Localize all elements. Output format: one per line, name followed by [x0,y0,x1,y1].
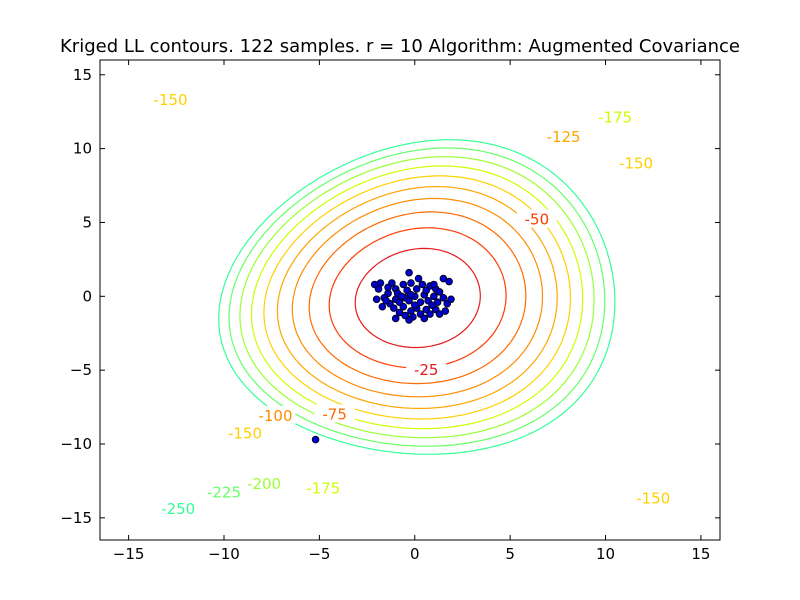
x-axis-ticks: −15 −10 −5 0 5 10 15 [113,60,710,563]
y-tick-label: 0 [82,287,92,305]
y-tick-label: 5 [82,213,92,231]
contour-label-bg [244,473,285,492]
sample-point [378,302,387,311]
sample-point [370,280,379,289]
contour-lines [218,139,616,455]
sample-point [422,286,431,295]
sample-point [401,311,410,320]
x-tick-label: 5 [505,545,515,563]
sample-point [430,280,438,289]
x-tick-label: 15 [691,545,710,563]
sample-point [399,280,408,289]
sample-point [407,291,415,299]
contour-label-bg [633,488,674,507]
y-axis-ticks: −15 −10 −5 0 5 10 15 [60,66,720,527]
contour-label: -50 [525,211,550,229]
contour-label-bg [516,209,557,228]
contour-label: -150 [154,91,188,109]
contour-label-bg [150,89,191,108]
contour-label-bg [616,153,657,172]
contour-line [263,175,572,420]
sample-points [311,268,455,444]
sample-point [435,310,444,318]
sample-point [410,301,419,309]
contour-label-bg [543,126,584,145]
contour-label: -225 [207,484,241,502]
contour-line [250,165,584,430]
contour-label-bg [204,482,244,501]
sample-point [397,292,406,301]
contour-line [328,227,507,369]
sample-point [435,288,444,296]
x-tick-label: −5 [308,545,330,563]
contour-label-bg [314,404,355,423]
sample-point [405,268,413,277]
contour-label-bg [406,360,447,379]
sample-point [382,296,390,305]
contour-label: -25 [414,361,439,379]
contour-line [239,156,595,439]
x-tick-label: −15 [113,545,145,563]
contour-label: -250 [161,500,195,518]
sample-point [391,314,400,323]
sample-point [412,285,421,293]
contour-label-bg [255,405,296,424]
y-tick-label: −5 [70,361,92,379]
contour-label: -125 [547,128,581,146]
x-tick-label: −10 [208,545,240,563]
contour-label-bg [303,478,344,497]
sample-point [407,279,415,287]
contour-label-bg [595,107,636,126]
contour-label: -150 [228,425,262,443]
contour-labels: -25 -50 -75 -100 -125 -150 -150 -150 -150 -175 -17… [150,89,674,518]
sample-point [389,304,398,312]
x-tick-label: 10 [596,545,615,563]
sample-point [399,302,408,311]
y-tick-label: −10 [60,435,92,453]
sample-point [428,301,436,309]
y-tick-label: 15 [73,66,92,84]
contour-label: -150 [619,154,653,172]
contour-label: -200 [247,475,281,493]
contour-line [308,211,527,385]
chart-title: Kriged LL contours. 122 samples. r = 10 … [59,36,740,57]
sample-point [430,292,438,301]
contour-label: -150 [636,490,670,508]
contour-label: -175 [598,109,632,127]
sample-point [439,293,448,302]
contour-line [228,147,606,447]
sample-point [426,310,434,318]
sample-point [311,435,320,444]
contour-line [354,247,481,349]
sample-point [372,295,381,304]
contour-label-bg [158,498,199,517]
contour-label: -175 [306,479,340,497]
sample-point [445,277,453,286]
plot-frame [99,59,721,541]
sample-point [384,283,392,292]
sample-point [447,295,455,304]
x-tick-label: 0 [410,545,420,563]
y-tick-label: −15 [60,509,92,527]
y-tick-label: 10 [73,140,92,158]
contour-line [291,197,544,398]
sample-point [414,274,423,283]
sample-point [418,280,427,289]
contour-label-bg [224,423,265,442]
contour-label: -75 [322,405,347,423]
contour-label: -100 [258,407,292,425]
sample-point [420,314,429,323]
